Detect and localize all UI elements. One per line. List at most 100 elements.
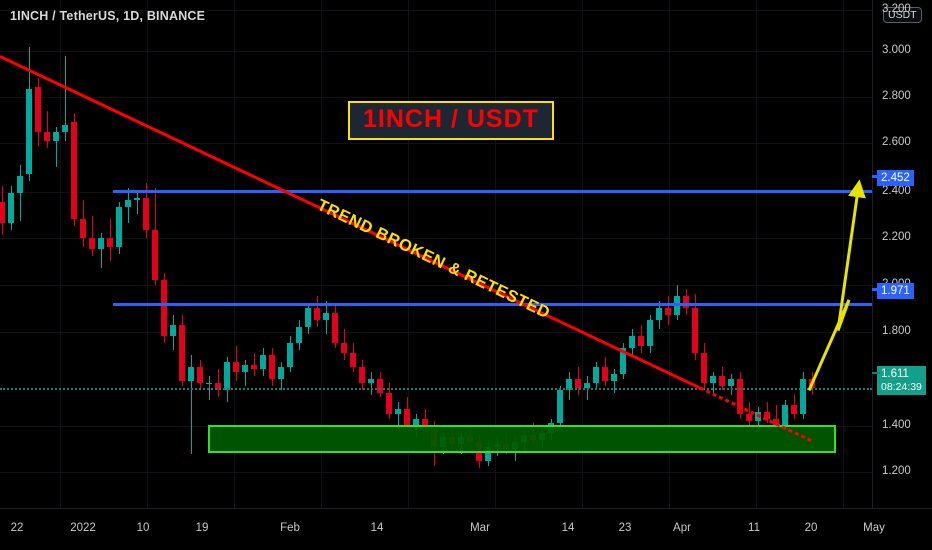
- candle-body: [35, 87, 41, 132]
- candle-wick: [19, 164, 21, 222]
- candle-body: [26, 89, 32, 175]
- price-badge-current-price[interactable]: 1.611 08:24:39: [877, 366, 926, 395]
- candle-body: [755, 411, 761, 421]
- candlestick: [170, 315, 176, 351]
- gridline-vertical: [756, 0, 757, 508]
- candle-body: [764, 411, 770, 419]
- current-price-dotted-line: [0, 387, 872, 390]
- time-tick-label: 22: [10, 522, 24, 534]
- axis-level-stub: [872, 175, 880, 178]
- candle-body: [278, 366, 284, 379]
- time-tick-label: 2022: [70, 522, 96, 534]
- candlestick: [44, 110, 50, 149]
- candlestick: [737, 371, 743, 419]
- candlestick: [224, 357, 230, 403]
- price-badge-resistance-upper[interactable]: 2.452: [877, 170, 914, 187]
- candle-body: [638, 336, 644, 346]
- candlestick: [422, 409, 428, 433]
- time-tick-label: Mar: [470, 522, 490, 534]
- candlestick: [161, 272, 167, 344]
- candlestick: [215, 369, 221, 398]
- price-tick-label: 1.400: [882, 419, 911, 431]
- candlestick: [125, 188, 131, 224]
- resistance-line[interactable]: [113, 303, 872, 307]
- price-tick-label: 3.200: [882, 3, 911, 15]
- price-badge-resistance-lower[interactable]: 1.971: [877, 283, 914, 300]
- candlestick: [566, 371, 572, 400]
- price-tick-label: 2.800: [882, 90, 911, 102]
- candle-body: [287, 343, 293, 367]
- gridline-vertical: [147, 0, 148, 508]
- candlestick: [179, 315, 185, 386]
- candlestick: [377, 371, 383, 398]
- candle-body: [80, 218, 86, 238]
- candlestick: [485, 442, 491, 466]
- candle-body: [53, 131, 59, 142]
- candlestick: [746, 402, 752, 429]
- candle-body: [800, 378, 806, 414]
- candlestick: [701, 343, 707, 391]
- time-tick-label: 11: [748, 522, 760, 534]
- candlestick: [557, 385, 563, 429]
- time-tick-label: 23: [618, 522, 632, 534]
- candlestick: [98, 232, 104, 269]
- candle-body: [665, 308, 671, 316]
- candle-body: [89, 237, 95, 250]
- bullish-projection-arrow[interactable]: [807, 179, 866, 392]
- gridline-horizontal: [0, 285, 872, 286]
- candle-body: [620, 348, 626, 374]
- candlestick: [350, 343, 356, 372]
- candle-body: [557, 390, 563, 424]
- candle-body: [386, 392, 392, 414]
- pair-label-annotation[interactable]: 1INCH / USDT: [348, 101, 554, 140]
- candle-body: [737, 378, 743, 414]
- badge-value: 2.452: [881, 172, 910, 184]
- gridline-horizontal: [0, 238, 872, 239]
- price-tick-label: 2.200: [882, 231, 911, 243]
- candle-body: [701, 352, 707, 384]
- candlestick: [620, 343, 626, 379]
- candlestick: [665, 296, 671, 325]
- candlestick: [764, 402, 770, 424]
- candlestick: [71, 112, 77, 226]
- resistance-line[interactable]: [113, 190, 872, 194]
- candle-body: [782, 404, 788, 426]
- candle-body: [152, 230, 158, 280]
- candlestick: [602, 357, 608, 386]
- time-tick-label: 19: [195, 522, 209, 534]
- candlestick: [332, 305, 338, 349]
- demand-zone[interactable]: [208, 425, 836, 454]
- candlestick: [638, 324, 644, 353]
- time-tick-label: Feb: [280, 522, 300, 534]
- candlestick: [269, 348, 275, 386]
- candle-body: [260, 355, 266, 370]
- candle-body: [170, 324, 176, 337]
- candle-body: [602, 366, 608, 381]
- candle-body: [377, 378, 383, 393]
- candle-body: [44, 131, 50, 142]
- candle-body: [692, 308, 698, 353]
- symbol-title[interactable]: 1INCH / TetherUS, 1D, BINANCE: [10, 9, 206, 23]
- candle-body: [0, 202, 5, 224]
- candle-body: [197, 366, 203, 384]
- candle-body: [296, 326, 302, 344]
- price-axis[interactable]: USDT 3.2003.0002.8002.6002.4002.2002.000…: [872, 0, 932, 508]
- candle-body: [179, 324, 185, 381]
- candle-body: [161, 279, 167, 337]
- candle-body: [323, 312, 329, 320]
- time-axis[interactable]: 22 2022 10 19 Feb 14 Mar 14 23 Apr 11 20 May: [0, 508, 932, 550]
- candlestick: [188, 355, 194, 454]
- candlestick: [287, 336, 293, 372]
- chart-plot-area[interactable]: 1INCH / USDT TREND BROKEN & RETESTED: [0, 0, 872, 508]
- badge-value: 1.971: [881, 285, 910, 297]
- gridline-horizontal: [0, 10, 872, 11]
- candlestick: [296, 319, 302, 351]
- candle-body: [242, 364, 248, 372]
- candlestick: [629, 329, 635, 358]
- time-tick-label: 14: [561, 522, 575, 534]
- price-tick-label: 1.800: [882, 325, 911, 337]
- candle-body: [62, 124, 68, 132]
- candle-body: [206, 383, 212, 385]
- candle-body: [485, 446, 491, 461]
- candle-body: [746, 413, 752, 421]
